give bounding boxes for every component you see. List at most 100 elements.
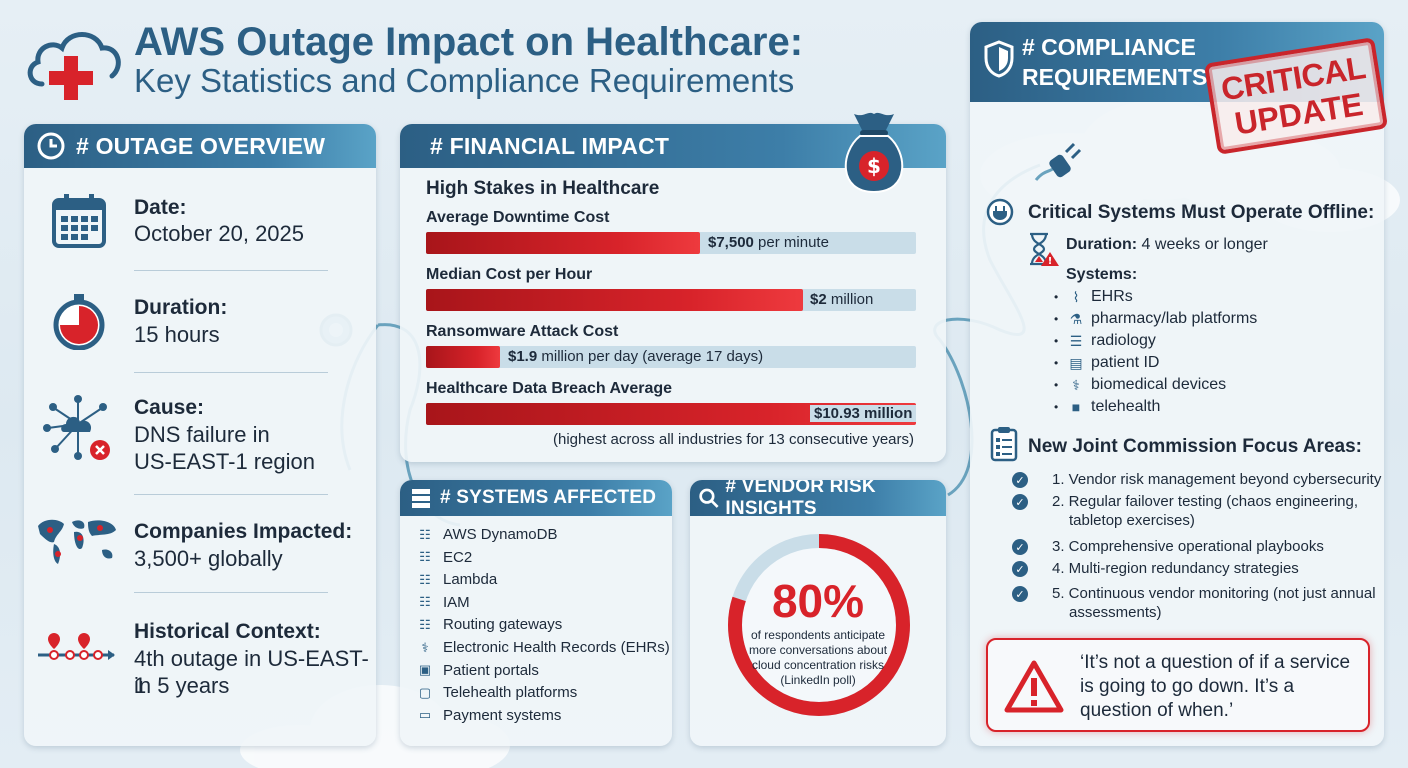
system-item-label: EC2 <box>443 548 473 566</box>
systems-affected-card: # SYSTEMS AFFECTED ☷ AWS DynamoDB ☷ EC2 ☷ Lam… <box>400 480 672 746</box>
offline-system-item: • ⚕ biomedical devices <box>1054 376 1226 394</box>
focus-item: 5. Continuous vendor monitoring (not jus… <box>1052 584 1376 622</box>
vendor-desc-line1: of respondents anticipate <box>750 628 886 642</box>
quote-line2: is going to go down. It’s a <box>1080 676 1295 697</box>
shield-icon <box>984 40 1014 78</box>
calendar-icon <box>52 194 106 248</box>
vendor-desc-line4: (LinkedIn poll) <box>780 673 856 687</box>
system-item: ☷ IAM <box>416 594 470 611</box>
systems-label: Systems: <box>1066 266 1138 283</box>
systems-affected-title: # SYSTEMS AFFECTED <box>440 487 657 508</box>
network-icon: ☷ <box>419 549 431 565</box>
focus-item-line2: assessments) <box>1069 604 1162 621</box>
network-icon: ☷ <box>419 594 431 610</box>
system-item: ▣ Patient portals <box>416 662 539 679</box>
check-icon: ✓ <box>1012 494 1028 510</box>
system-item: ☷ Routing gateways <box>416 616 562 633</box>
offline-system-item: • ▤ patient ID <box>1054 354 1159 372</box>
monitor-pulse-icon: ⌇ <box>1072 288 1080 305</box>
divider <box>134 270 328 271</box>
fin-track-ransomware: $1.9 million per day (average 17 days) <box>426 346 916 368</box>
offline-system-label: biomedical devices <box>1091 376 1227 393</box>
hourglass-warning-icon: ! <box>1030 232 1059 267</box>
check-icon: ✓ <box>1012 472 1028 488</box>
system-item-label: Lambda <box>443 571 498 589</box>
telehealth-icon: ▢ <box>418 684 432 700</box>
outage-overview-header: # OUTAGE OVERVIEW <box>24 124 376 168</box>
offline-system-item: • ⌇ EHRs <box>1054 288 1133 306</box>
check-icon: ✓ <box>1012 586 1028 602</box>
compliance-title-line1: # COMPLIANCE <box>1022 34 1196 60</box>
duration-line: Duration: 4 weeks or longer <box>1066 236 1268 254</box>
historical-value-line2: in 5 years <box>134 673 230 698</box>
offline-title: Critical Systems Must Operate Offline: <box>1028 202 1375 223</box>
cause-value-line1: DNS failure in <box>134 422 270 447</box>
system-item: ☷ AWS DynamoDB <box>416 526 557 543</box>
divider <box>134 592 328 593</box>
network-icon: ☷ <box>419 616 431 632</box>
warning-icon <box>1004 660 1064 713</box>
offline-system-label: telehealth <box>1091 398 1161 415</box>
system-item: ☷ EC2 <box>416 549 472 566</box>
offline-system-label: EHRs <box>1091 288 1133 305</box>
system-item: ▭ Payment systems <box>416 706 562 724</box>
system-item-label: Payment systems <box>443 706 562 724</box>
bullet: • <box>1054 356 1059 370</box>
cloud-medical-cross-icon <box>27 32 121 100</box>
power-icon <box>986 198 1014 226</box>
duration-value: 15 hours <box>134 322 220 347</box>
focus-item: 4. Multi-region redundancy strategies <box>1052 559 1299 578</box>
svg-text:!: ! <box>1048 256 1053 267</box>
video-icon: ■ <box>1071 399 1081 415</box>
page-subtitle: Key Statistics and Compliance Requiremen… <box>134 62 795 99</box>
fin-note: (highest across all industries for 13 co… <box>553 431 914 448</box>
divider <box>134 372 328 373</box>
bullet: • <box>1054 290 1059 304</box>
fin-value-ransomware: $1.9 million per day (average 17 days) <box>508 348 764 365</box>
clock-icon <box>37 132 65 160</box>
duration-label: Duration: <box>1066 236 1138 253</box>
outage-overview-title: # OUTAGE OVERVIEW <box>76 132 326 159</box>
financial-impact-title: # FINANCIAL IMPACT <box>430 132 670 159</box>
companies-value: 3,500+ globally <box>134 546 283 571</box>
donut-arc <box>728 534 910 716</box>
quote-line1: ‘It’s not a question of if a service <box>1080 652 1351 673</box>
fin-value-median: $2 million <box>810 291 874 308</box>
focus-item: 2. Regular failover testing (chaos engin… <box>1052 492 1358 530</box>
clipboard-checklist-icon <box>990 427 1018 462</box>
system-item: ▢ Telehealth platforms <box>416 684 577 701</box>
server-icon <box>412 489 430 508</box>
offline-system-label: radiology <box>1091 332 1156 349</box>
svg-text:$: $ <box>867 154 881 178</box>
system-item-label: AWS DynamoDB <box>443 526 558 543</box>
check-icon: ✓ <box>1012 561 1028 577</box>
financial-subheading: High Stakes in Healthcare <box>426 178 660 199</box>
vendor-desc-line2: more conversations about <box>748 643 888 657</box>
system-item: ⚕ Electronic Health Records (EHRs) <box>416 639 669 656</box>
fin-track-breach: $10.93 million <box>426 403 917 425</box>
system-item-label: Patient portals <box>443 661 539 679</box>
portal-icon: ▣ <box>418 662 432 678</box>
system-item-label: Telehealth platforms <box>443 684 578 702</box>
focus-item: 3. Comprehensive operational playbooks <box>1052 537 1324 556</box>
offline-system-item: • ⚗ pharmacy/lab platforms <box>1054 310 1257 328</box>
xray-icon: ☰ <box>1069 332 1083 349</box>
companies-label: Companies Impacted: <box>134 520 353 543</box>
historical-value-line1: 4th outage in US-EAST-1 <box>134 646 369 698</box>
systems-affected-header: # SYSTEMS AFFECTED <box>400 480 672 516</box>
fin-track-median: $2 million <box>426 289 916 311</box>
vendor-desc-line3: cloud concentration risks <box>751 658 885 672</box>
timeline-pins-icon <box>38 633 115 660</box>
vendor-risk-header: # VENDOR RISK INSIGHTS <box>690 480 946 519</box>
compliance-title-line2: REQUIREMENTS <box>1022 64 1208 90</box>
cause-label: Cause: <box>134 396 205 419</box>
fin-track-downtime: $7,500 per minute <box>426 232 916 254</box>
network-icon: ☷ <box>419 526 431 542</box>
stopwatch-icon <box>53 294 105 350</box>
system-item-label: IAM <box>443 593 470 611</box>
fin-label-breach: Healthcare Data Breach Average <box>426 380 673 397</box>
cause-value-line2: US-EAST-1 region <box>134 449 315 474</box>
fin-bar-breach <box>426 403 916 425</box>
lab-icon: ⚗ <box>1069 310 1083 327</box>
outage-overview-card: # OUTAGE OVERVIEW Date: October 20, 2025… <box>24 124 376 746</box>
